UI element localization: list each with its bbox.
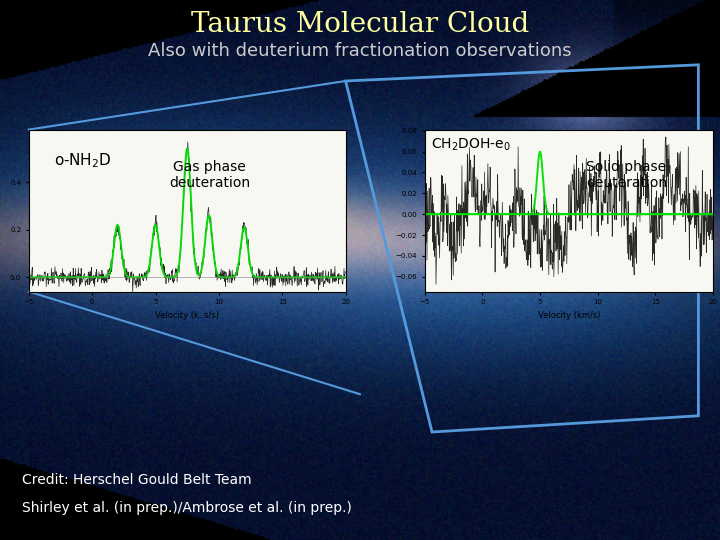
- Text: Shirley et al. (in prep.)/Ambrose et al. (in prep.): Shirley et al. (in prep.)/Ambrose et al.…: [22, 501, 351, 515]
- Text: Credit: Herschel Gould Belt Team: Credit: Herschel Gould Belt Team: [22, 472, 251, 487]
- Text: Taurus Molecular Cloud: Taurus Molecular Cloud: [191, 11, 529, 38]
- Text: Gas phase
deuteration: Gas phase deuteration: [168, 160, 250, 190]
- X-axis label: Velocity (km/s): Velocity (km/s): [538, 311, 600, 320]
- Text: Also with deuterium fractionation observations: Also with deuterium fractionation observ…: [148, 42, 572, 60]
- Text: o-NH$_2$D: o-NH$_2$D: [54, 151, 112, 170]
- Text: CH$_2$DOH-e$_0$: CH$_2$DOH-e$_0$: [431, 137, 510, 153]
- Text: Solid phase
deuteration: Solid phase deuteration: [586, 160, 667, 190]
- X-axis label: Velocity (k. s/s): Velocity (k. s/s): [156, 311, 219, 320]
